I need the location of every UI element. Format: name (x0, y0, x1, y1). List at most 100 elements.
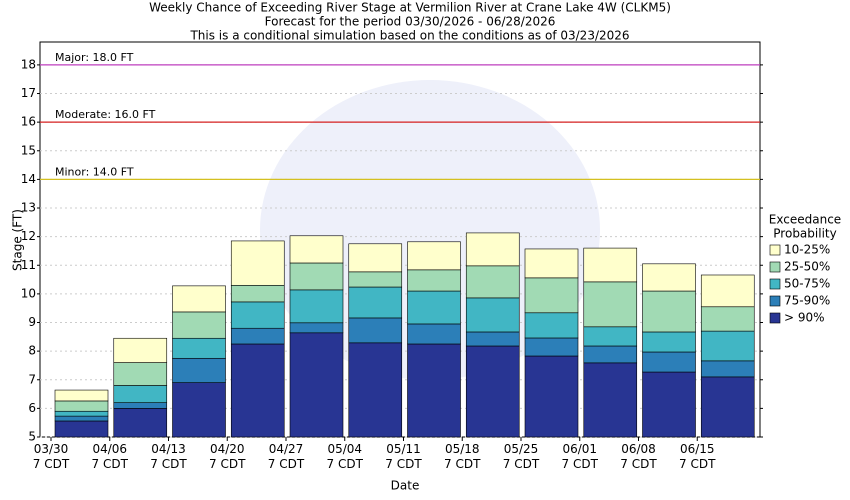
bar-segment (524, 277, 579, 314)
chart-subtitle: Forecast for the period 03/30/2026 - 06/… (265, 15, 556, 29)
bar-segment (289, 289, 344, 324)
bar-segment (465, 265, 520, 299)
bar-segment (230, 240, 285, 286)
y-tick-label: 6 (28, 401, 36, 415)
y-tick-label: 11 (21, 258, 36, 272)
y-tick-label: 16 (21, 115, 36, 129)
y-tick-label: 14 (21, 172, 36, 186)
bar-segment (642, 290, 696, 333)
bar-segment (54, 410, 109, 417)
legend-swatch (769, 312, 781, 324)
bar-segment (289, 262, 344, 291)
bar-segment (172, 337, 226, 359)
bar-segment (583, 345, 638, 364)
bar-segment (642, 331, 696, 353)
bar-segment (113, 402, 168, 409)
bar-segment (524, 312, 579, 339)
bar-segment (700, 360, 755, 378)
bar-segment (465, 232, 520, 267)
bar-segment (407, 290, 461, 325)
legend-title: Probability (773, 227, 836, 241)
x-tick-label: 04/27 7 CDT (267, 442, 305, 471)
bar-segment (407, 343, 461, 438)
bar-segment (583, 247, 638, 283)
threshold-label: Minor: 14.0 FT (55, 165, 134, 178)
bar-segment (54, 400, 109, 412)
bar-segment (289, 332, 344, 438)
bar-segment (524, 337, 579, 357)
bar-segment (700, 376, 755, 438)
y-tick-label: 5 (28, 430, 36, 444)
legend-swatch (769, 261, 781, 273)
bar-segment (348, 342, 403, 438)
x-tick-label: 04/20 7 CDT (209, 442, 246, 471)
bar-segment (348, 286, 403, 319)
legend-label: 50-75% (784, 277, 830, 291)
bar-segment (583, 281, 638, 328)
y-tick-label: 17 (21, 86, 36, 100)
threshold-label: Moderate: 16.0 FT (55, 108, 156, 121)
legend-swatch (769, 278, 781, 290)
bar-segment (172, 357, 226, 383)
x-tick-label: 04/13 7 CDT (150, 442, 187, 471)
x-tick-label: 05/11 7 CDT (385, 442, 422, 471)
legend-label: 75-90% (784, 294, 830, 308)
x-tick-label: 05/04 7 CDT (326, 442, 363, 471)
x-tick-label: 06/15 7 CDT (679, 442, 716, 471)
x-tick-label: 04/06 7 CDT (91, 442, 128, 471)
legend-label: 10-25% (784, 243, 830, 257)
bar-segment (407, 241, 461, 271)
bar-segment (348, 243, 403, 273)
y-tick-label: 8 (28, 344, 36, 358)
y-tick-label: 13 (21, 201, 36, 215)
legend-swatch (769, 244, 781, 256)
bar-segment (54, 420, 109, 438)
bar-segment (54, 389, 109, 402)
bar-segment (172, 311, 226, 339)
bar-segment (465, 345, 520, 438)
y-tick-label: 18 (21, 57, 36, 71)
legend-label: 25-50% (784, 260, 830, 274)
bar-segment (642, 351, 696, 373)
bar-segment (113, 337, 168, 363)
legend-swatch (769, 295, 781, 307)
bar-segment (700, 274, 755, 308)
y-tick-label: 15 (21, 143, 36, 157)
legend-label: > 90% (784, 311, 825, 325)
bar-segment (465, 331, 520, 347)
bar-segment (113, 408, 168, 438)
x-tick-label: 06/01 7 CDT (561, 442, 598, 471)
threshold-label: Major: 18.0 FT (55, 51, 134, 64)
bar-segment (113, 362, 168, 386)
bar-segment (230, 343, 285, 438)
bar-segment (700, 306, 755, 332)
bar-segment (583, 362, 638, 438)
bar-segment (289, 235, 344, 264)
bar-segment (700, 330, 755, 362)
bar-segment (407, 323, 461, 345)
y-tick-label: 9 (28, 315, 36, 329)
bar-segment (172, 382, 226, 438)
bar-segment (524, 355, 579, 438)
bar-segment (524, 248, 579, 279)
x-axis-label: Date (391, 479, 420, 493)
bar-segment (583, 326, 638, 347)
bar-segment (113, 385, 168, 403)
bar-segment (230, 327, 285, 345)
chart-title: Weekly Chance of Exceeding River Stage a… (149, 1, 671, 15)
x-tick-label: 03/30 7 CDT (32, 442, 70, 471)
bar-segment (289, 322, 344, 334)
bar-segment (407, 269, 461, 292)
bar-segment (642, 371, 696, 438)
bar-segment (172, 285, 226, 313)
x-tick-label: 05/25 7 CDT (502, 442, 540, 471)
y-tick-label: 10 (21, 286, 36, 300)
y-axis-label: Stage (FT) (11, 209, 25, 271)
bar-segment (348, 271, 403, 288)
y-tick-label: 12 (21, 229, 36, 243)
bar-segment (54, 415, 109, 422)
bar-segment (465, 297, 520, 333)
y-tick-label: 7 (28, 372, 36, 386)
